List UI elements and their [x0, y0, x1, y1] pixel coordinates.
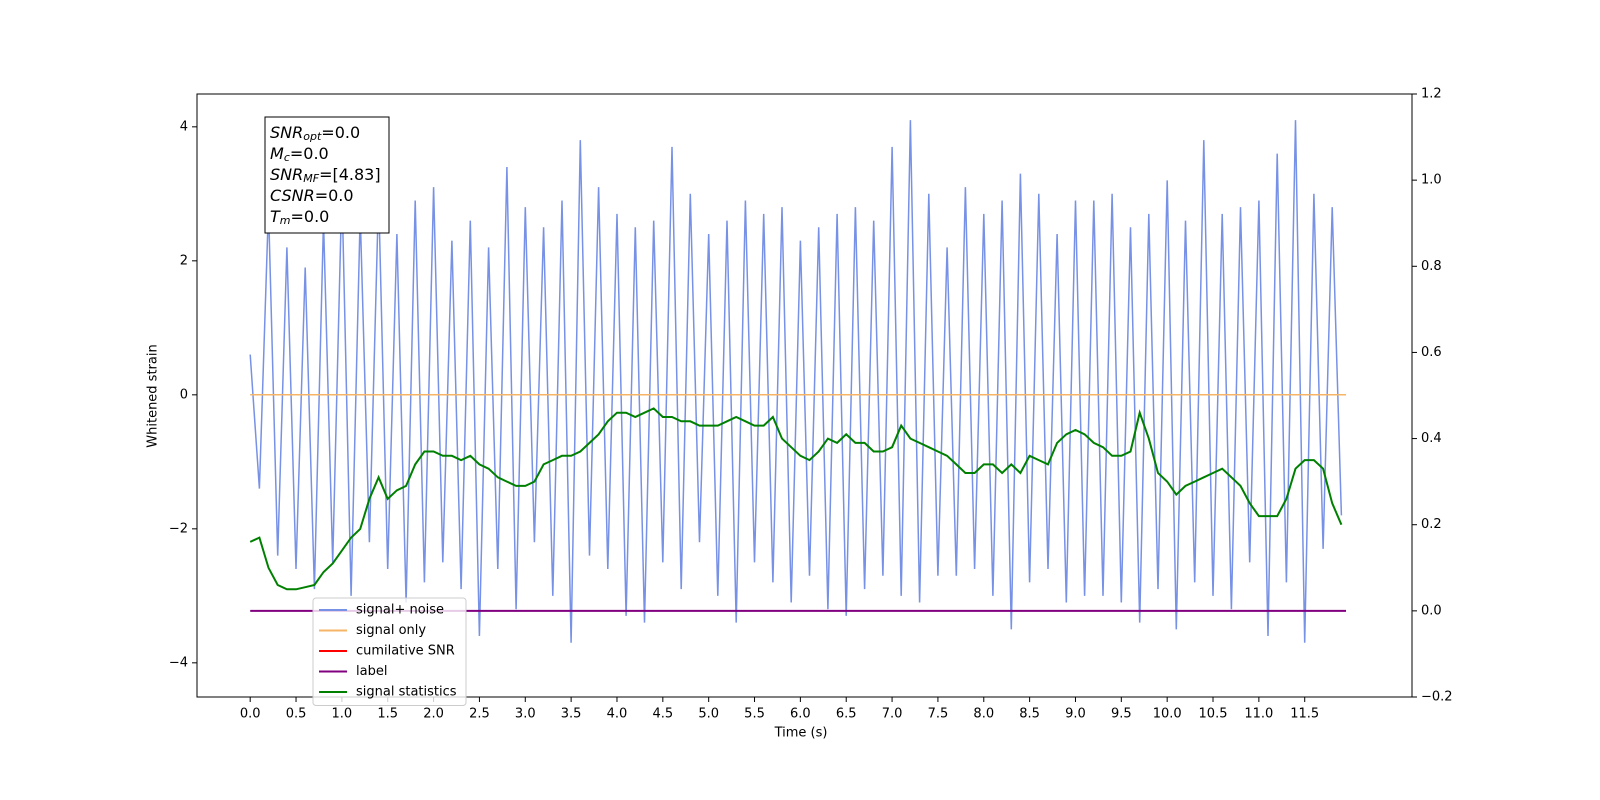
y-tick-label: −2: [169, 521, 188, 536]
x-tick-label: 11.5: [1290, 707, 1319, 722]
annotation-value: =0.0: [291, 207, 330, 226]
y2-tick-label: 0.6: [1421, 345, 1442, 360]
annotation-line: SNRMF=[4.83]: [270, 165, 381, 186]
x-tick-label: 7.0: [882, 707, 903, 722]
y-tick-label: 2: [180, 253, 188, 268]
annotation-symbol: SNR: [270, 165, 303, 184]
x-tick-label: 9.0: [1065, 707, 1086, 722]
x-tick-label: 8.0: [973, 707, 994, 722]
series-line: [249, 407, 1343, 591]
y2-tick-label: −0.2: [1421, 690, 1453, 705]
annotation-symbol: T: [270, 207, 281, 226]
x-tick-label: 0.5: [286, 707, 307, 722]
y-tick-label: 0: [180, 387, 188, 402]
annotation-box: [264, 116, 390, 234]
annotation-value: =[4.83]: [319, 165, 381, 184]
x-axis-label: Time (s): [774, 726, 828, 741]
annotation-symbol: CSNR: [270, 186, 315, 205]
legend-label: label: [356, 664, 387, 679]
x-tick-label: 8.5: [1019, 707, 1040, 722]
x-tick-label: 9.5: [1111, 707, 1132, 722]
y2-tick-label: 1.0: [1421, 173, 1442, 188]
y2-tick-label: 1.2: [1421, 87, 1442, 102]
x-tick-label: 3.0: [515, 707, 536, 722]
x-tick-label: 2.0: [423, 707, 444, 722]
x-tick-label: 5.5: [744, 707, 765, 722]
legend: signal+ noise signal only cumilative SNR la…: [312, 597, 467, 706]
annotation-subscript: m: [280, 214, 291, 227]
x-tick-label: 7.5: [928, 707, 949, 722]
legend-box: [312, 597, 467, 706]
annotation-symbol: SNR: [270, 123, 303, 142]
x-tick-label: 3.5: [561, 707, 582, 722]
series-line: [249, 120, 1343, 643]
annotation-symbol: M: [270, 144, 284, 163]
annotation-value: =0.0: [315, 186, 354, 205]
annotation: SNRopt=0.0Mc=0.0SNRMF=[4.83]CSNR=0.0Tm=0…: [264, 116, 390, 234]
annotation-value: =0.0: [321, 123, 360, 142]
x-tick-label: 4.5: [652, 707, 673, 722]
legend-label: signal only: [356, 623, 426, 638]
legend-label: cumilative SNR: [356, 644, 455, 659]
legend-label: signal+ noise: [356, 603, 444, 618]
y-axis-label: Whitened strain: [146, 344, 161, 447]
y2-tick-label: 0.8: [1421, 259, 1442, 274]
y2-tick-label: 0.2: [1421, 517, 1442, 532]
y-tick-label: −4: [169, 655, 188, 670]
annotation-line: Tm=0.0: [270, 207, 329, 228]
annotation-line: CSNR=0.0: [270, 186, 354, 205]
x-tick-label: 2.5: [469, 707, 490, 722]
x-tick-label: 5.0: [698, 707, 719, 722]
y2-tick-label: 0.0: [1421, 603, 1442, 618]
x-tick-label: 10.5: [1199, 707, 1228, 722]
y-tick-label: 4: [180, 119, 188, 134]
x-tick-label: 4.0: [607, 707, 628, 722]
x-tick-label: 0.0: [240, 707, 261, 722]
x-tick-label: 10.0: [1153, 707, 1182, 722]
plot-frame: [196, 93, 1413, 698]
annotation-subscript: opt: [303, 130, 322, 143]
annotation-line: Mc=0.0: [270, 144, 329, 165]
annotation-subscript: MF: [303, 172, 319, 185]
y2-tick-label: 0.4: [1421, 431, 1442, 446]
x-tick-label: 1.5: [377, 707, 398, 722]
x-tick-label: 6.5: [836, 707, 857, 722]
x-tick-label: 11.0: [1244, 707, 1273, 722]
x-tick-label: 1.0: [332, 707, 353, 722]
annotation-line: SNRopt=0.0: [270, 123, 360, 144]
annotation-value: =0.0: [290, 144, 329, 163]
x-tick-label: 6.0: [790, 707, 811, 722]
annotation-subscript: c: [284, 151, 290, 164]
legend-label: signal statistics: [356, 685, 457, 700]
